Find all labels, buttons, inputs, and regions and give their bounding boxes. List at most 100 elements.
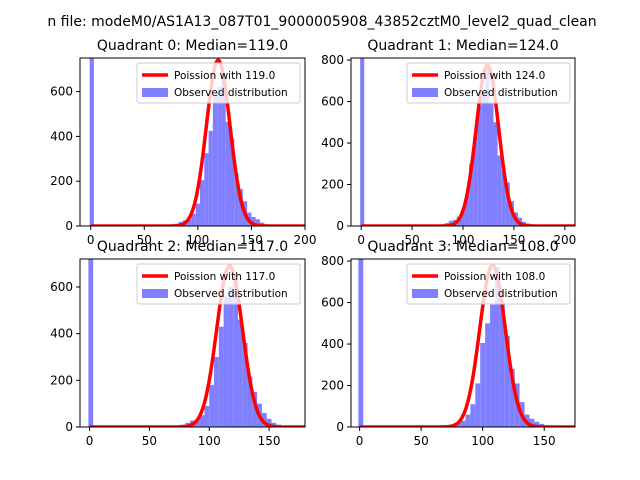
histogram-bar [460,209,466,226]
y-tick-label: 400 [321,337,344,351]
panel-title: Quadrant 0: Median=119.0 [97,38,288,54]
y-tick-label: 600 [50,85,73,99]
legend-bar-swatch [142,289,168,298]
x-tick-label: 100 [452,233,475,247]
plot-area [359,58,575,226]
histogram-bar [204,406,210,427]
x-tick-label: 150 [502,233,525,247]
panel-title: Quadrant 2: Median=117.0 [97,239,288,255]
legend-bar-label: Observed distribution [444,288,558,300]
histogram-bar [485,323,491,427]
legend-bar-label: Observed distribution [444,87,558,99]
x-tick-label: 150 [240,233,263,247]
histogram-bar [199,415,205,427]
y-tick-label: 200 [50,373,73,387]
panel-title: Quadrant 3: Median=108.0 [367,239,558,255]
histogram-bar [465,194,470,226]
legend-box [136,263,301,305]
histogram-bar [204,153,209,226]
legend-bar-swatch [412,88,438,97]
histogram-bar [223,296,229,427]
legend-curve-label: Poission with 124.0 [444,70,545,82]
legend: Poission with 119.0 Observed distribution [136,62,301,104]
axes-frame [79,258,306,428]
y-tick-label: 0 [336,219,344,233]
histogram-bar [529,418,535,427]
histogram-bar [495,267,500,427]
y-tick-label: 600 [321,296,344,310]
y-tick-label: 200 [50,174,73,188]
histogram-bar [221,78,226,226]
y-tick-label: 200 [321,178,344,192]
legend-bar-label: Observed distribution [174,288,288,300]
x-tick-label: 150 [258,434,281,448]
histogram-bar [194,420,200,427]
histogram-bar [505,182,510,226]
histogram-bar [485,64,490,226]
panel-title: Quadrant 1: Median=124.0 [367,38,558,54]
histogram-bar [481,93,486,226]
y-tick-label: 0 [65,420,73,434]
histogram-bar [534,421,540,427]
axes-frame [79,57,306,227]
histogram-bar-zero [360,58,365,226]
histogram-bar-zero [89,58,94,226]
histogram-bar [218,326,224,427]
y-tick-label: 400 [321,136,344,150]
histogram-bar [266,418,272,427]
histogram-bar [473,136,478,226]
figure-suptitle: n file: modeM0/AS1A13_087T01_9000005908_… [47,14,596,30]
histogram-bar [499,302,505,427]
legend-bar-label: Observed distribution [174,87,288,99]
histogram-bar [228,287,234,427]
histogram-bar [480,343,486,427]
x-tick-label: 50 [137,233,152,247]
x-tick-label: 150 [533,434,556,448]
poisson-curve [88,264,305,427]
legend: Poission with 108.0 Observed distribution [406,263,571,305]
histogram-bar [209,385,215,427]
legend-box [136,62,301,104]
histogram-bar [509,368,515,427]
histogram-bar [237,319,243,427]
y-tick-label: 800 [321,254,344,268]
axes-frame [350,258,576,428]
y-tick-label: 400 [50,327,73,341]
x-tick-label: 100 [471,434,494,448]
x-tick-label: 50 [414,434,429,448]
chart-panel-3: 0 50 100 150 0 200 400 600 800 Quadrant 3: Median… [321,239,576,448]
y-tick-label: 0 [65,219,73,233]
chart-panel-2: 0 50 100 150 0 200 400 600 Quadrant 2: Median=11… [50,239,306,448]
legend: Poission with 124.0 Observed distribution [406,62,571,104]
histogram-bar [504,335,510,427]
y-tick-label: 600 [50,280,73,294]
legend-box [406,263,571,305]
histogram-bar [261,413,267,427]
histogram-bar [493,122,498,226]
histogram-bar [230,138,235,226]
histogram-bar [490,304,495,427]
histogram-bar [460,420,466,427]
histogram-bar [191,213,196,226]
legend: Poission with 117.0 Observed distribution [136,263,301,305]
legend-curve-label: Poission with 119.0 [174,70,275,82]
x-tick-label: 100 [186,233,209,247]
y-tick-label: 800 [321,53,344,67]
histogram-bar [469,163,474,226]
x-tick-label: 100 [198,434,221,448]
histogram-bar [195,203,200,226]
x-tick-label: 0 [356,434,364,448]
plot-area [88,259,305,427]
x-tick-label: 0 [357,233,365,247]
legend-bar-swatch [412,289,438,298]
y-tick-label: 0 [336,420,344,434]
histogram-bar-zero [358,259,364,427]
histogram-bar [489,103,494,226]
x-tick-label: 200 [553,233,576,247]
histogram-bar [251,217,256,226]
y-tick-label: 200 [321,379,344,393]
legend-box [406,62,571,104]
histogram-bar [233,277,238,427]
histogram-bar [475,383,481,427]
histogram-bar [234,173,239,226]
